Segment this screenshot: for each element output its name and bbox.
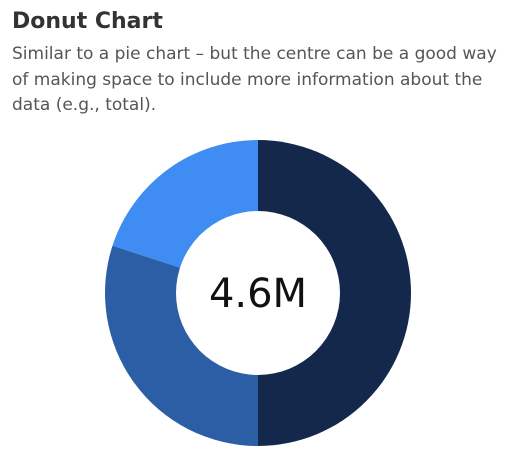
donut-center-total: 4.6M <box>209 271 307 317</box>
chart-title: Donut Chart <box>12 9 163 34</box>
donut-hole <box>176 211 340 375</box>
chart-description: Similar to a pie chart – but the centre … <box>12 44 497 115</box>
